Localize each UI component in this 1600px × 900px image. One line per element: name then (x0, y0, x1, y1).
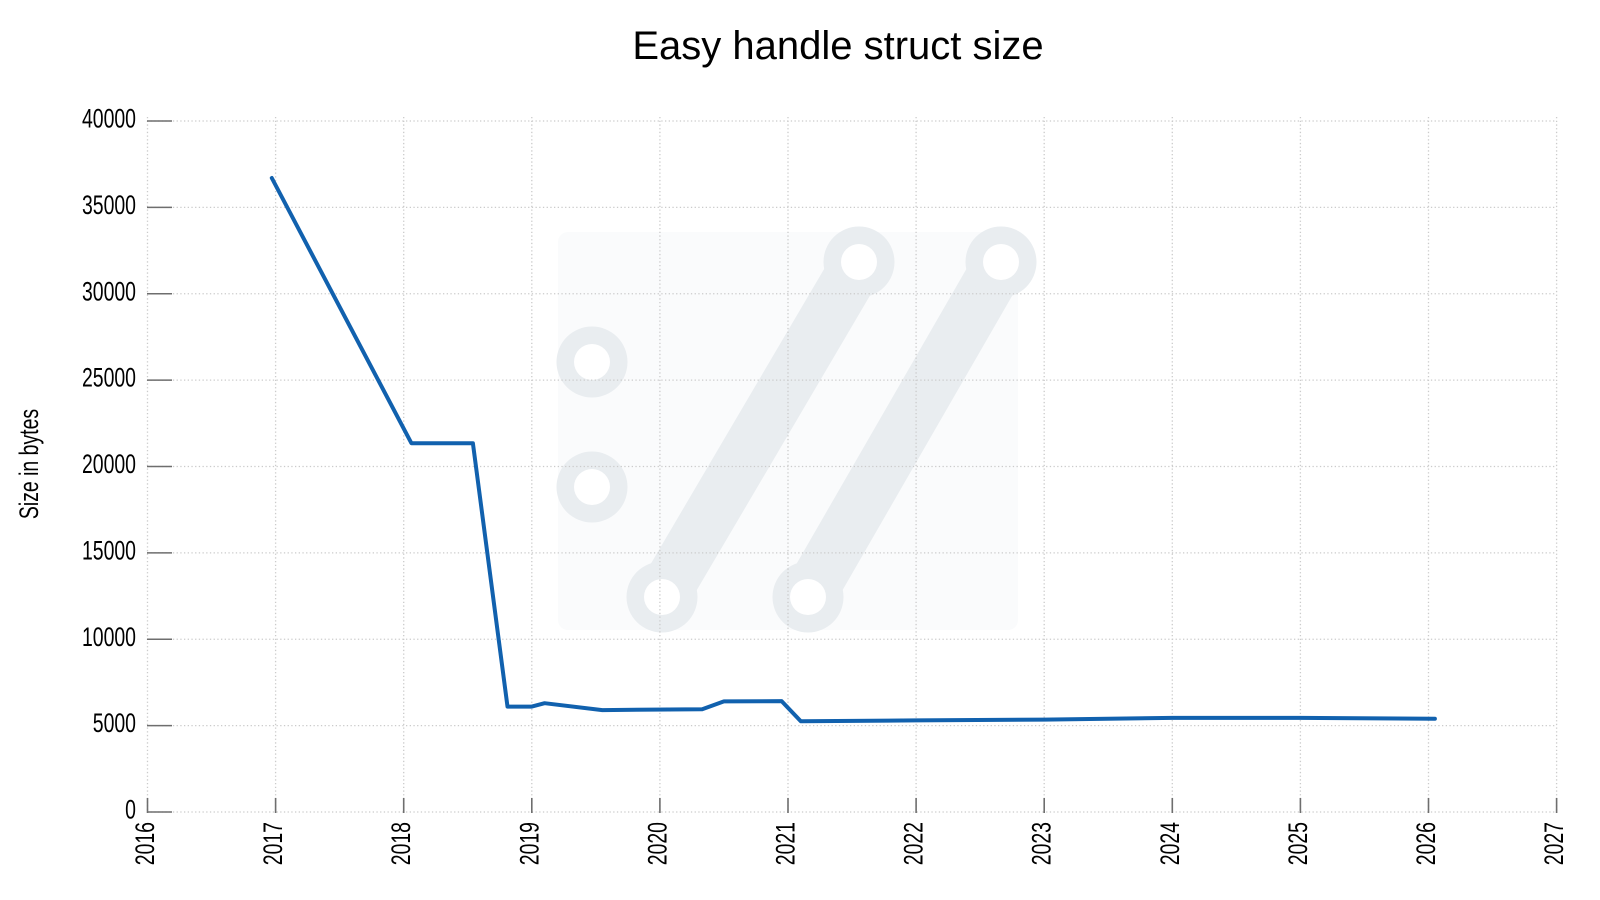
watermark-ring-hole (790, 579, 826, 615)
watermark-ring-hole (983, 244, 1019, 280)
y-tick-label: 30000 (82, 276, 136, 306)
y-tick-label: 35000 (82, 190, 136, 220)
x-tick-label: 2027 (1539, 822, 1569, 865)
x-tick-label: 2025 (1283, 822, 1313, 865)
watermark-ring-hole (574, 469, 610, 505)
axis-labels: 0 5000 10000 15000 20000 25000 30000 35000 40000… (82, 103, 1569, 865)
x-tick-label: 2021 (770, 822, 800, 865)
x-tick-label: 2024 (1155, 822, 1185, 865)
x-tick-label: 2022 (898, 822, 928, 865)
watermark-ring-hole (841, 244, 877, 280)
watermark-slash-bar (635, 235, 886, 624)
y-tick-label: 25000 (82, 363, 136, 393)
watermark-ring-hole (644, 579, 680, 615)
y-tick-label: 15000 (82, 535, 136, 565)
x-tick-label: 2020 (642, 822, 672, 865)
x-tick-label: 2016 (130, 822, 160, 865)
x-tick-label: 2026 (1411, 822, 1441, 865)
y-tick-label: 40000 (82, 103, 136, 133)
y-tick-label: 5000 (93, 708, 136, 738)
x-tick-label: 2017 (258, 822, 288, 865)
x-tick-label: 2018 (386, 822, 416, 865)
axis-ticks (146, 120, 1558, 813)
x-tick-label: 2023 (1027, 822, 1057, 865)
y-tick-label: 10000 (82, 622, 136, 652)
y-tick-label: 20000 (82, 449, 136, 479)
watermark-slash-bar (781, 235, 1028, 624)
y-axis-title: Size in bytes (14, 409, 44, 519)
x-tick-label: 2019 (514, 822, 544, 865)
data-line-easy-handle-size (269, 176, 1437, 724)
chart-title: Easy handle struct size (632, 24, 1044, 68)
generated-plot-content: 0 5000 10000 15000 20000 25000 30000 35000 40000… (82, 103, 1569, 865)
grid (146, 117, 1558, 813)
y-tick-label: 0 (125, 794, 136, 824)
watermark-ring-hole (574, 344, 610, 380)
